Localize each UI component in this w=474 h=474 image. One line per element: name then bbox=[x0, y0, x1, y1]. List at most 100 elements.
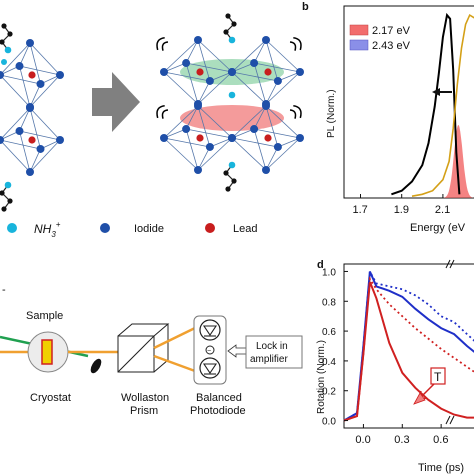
rot-xtick-label: 0.3 bbox=[394, 434, 409, 446]
ammonium-atom bbox=[228, 91, 236, 99]
rot-xlabel: Time (ps) bbox=[418, 462, 464, 474]
iodide-atom bbox=[194, 166, 202, 174]
axis-break-bottom bbox=[445, 415, 455, 425]
annotation-box bbox=[430, 367, 446, 385]
iodide-atom bbox=[0, 71, 4, 79]
iodide-atom bbox=[36, 79, 45, 88]
rotation-series bbox=[343, 268, 474, 422]
right-lower-left-octa-bond bbox=[163, 137, 199, 171]
iodide-atom bbox=[296, 68, 304, 76]
iodide-atom bbox=[205, 76, 214, 85]
rotation-panel: d 0.0 0.2 0.4 0.6 0.8 1.0 0.0 0.3 0.6 Rotation (… bbox=[316, 259, 474, 474]
right-upper-right-octa-bond bbox=[254, 62, 301, 73]
carbon-atom bbox=[0, 190, 5, 196]
rot-xtick-label: 0.6 bbox=[433, 434, 448, 446]
iodide-atom bbox=[36, 144, 45, 153]
right-lower-right-octa-bond bbox=[253, 105, 267, 130]
right-upper-left-octa-bond bbox=[197, 71, 233, 105]
right-lower-right-octa-bond bbox=[231, 137, 278, 148]
left-upper-octa-bond bbox=[29, 83, 41, 108]
legend-iodide-marker bbox=[100, 223, 110, 233]
iodide-atom bbox=[273, 76, 282, 85]
right-lower-right-octa-bond bbox=[253, 128, 267, 171]
carbon-atom bbox=[223, 29, 229, 35]
iodide-atom bbox=[194, 36, 202, 44]
right-lower-left-octa-bond bbox=[197, 137, 233, 171]
carbon-atom bbox=[1, 206, 7, 212]
signal-arrow bbox=[227, 344, 247, 358]
right-lower-left-octa-bond bbox=[163, 137, 210, 148]
left-lower-octa-bond bbox=[29, 107, 41, 150]
iodide-atom bbox=[296, 134, 304, 142]
carbon-atom bbox=[223, 170, 229, 176]
right-upper-left-octa-bond bbox=[185, 62, 199, 105]
iodide-atom bbox=[56, 71, 64, 79]
ammonium-atom bbox=[1, 59, 7, 65]
balanced-label-1: Balanced bbox=[196, 392, 242, 404]
red-disk-highlight bbox=[180, 105, 284, 131]
right-upper-right-octa-bond bbox=[265, 39, 301, 73]
vibration-arc bbox=[289, 109, 297, 119]
right-upper-left-octa-bond bbox=[197, 80, 211, 105]
vibration-arc bbox=[293, 37, 302, 51]
lockin-box bbox=[245, 335, 303, 369]
left-upper-octa-bond bbox=[0, 42, 31, 76]
wollaston-prism bbox=[117, 323, 170, 373]
wollaston-label-1: Wollaston bbox=[121, 392, 169, 404]
left-lower-octa-bond bbox=[19, 130, 31, 173]
iodide-atom bbox=[228, 68, 236, 76]
right-lower-right-octa-bond bbox=[265, 105, 301, 139]
iodide-atom bbox=[205, 142, 214, 151]
panel-d-letter: d bbox=[317, 259, 324, 271]
left-lower-octa-bond bbox=[0, 139, 41, 150]
pl-plot-frame bbox=[343, 5, 474, 199]
right-upper-right-octa-bond bbox=[253, 62, 267, 105]
right-upper-left-octa-bond bbox=[197, 39, 211, 82]
iodide-atom bbox=[15, 127, 24, 136]
carbon-atom bbox=[231, 178, 237, 184]
vibration-arc bbox=[161, 109, 169, 119]
optical-setup: - Sample Cryostat Wollaston Prism bbox=[0, 284, 303, 417]
pl-series bbox=[391, 12, 474, 197]
right-upper-left-octa-bond bbox=[185, 39, 199, 64]
iodide-atom bbox=[26, 168, 34, 176]
ammonium-atom bbox=[4, 181, 12, 189]
carbon-atom bbox=[0, 39, 5, 45]
pl-xtick-label: 1.9 bbox=[394, 204, 409, 216]
iodide-atom bbox=[56, 136, 64, 144]
legend-entry-red: 2.17 eV bbox=[372, 25, 411, 37]
left-upper-octa-bond bbox=[19, 42, 31, 67]
split-beam-upper bbox=[153, 326, 196, 350]
right-upper-right-octa-bond bbox=[231, 71, 278, 82]
ammonium-atom bbox=[228, 36, 236, 44]
right-upper-left-octa-bond bbox=[163, 39, 199, 73]
right-lower-left-octa-bond bbox=[197, 146, 211, 171]
right-upper-left-octa-bond bbox=[197, 39, 233, 73]
right-upper-right-octa-bond bbox=[231, 71, 267, 105]
right-perovskite-structure bbox=[156, 13, 304, 192]
vibration-arc bbox=[161, 41, 169, 51]
balanced-label-2: Photodiode bbox=[190, 405, 246, 417]
legend-nh3-label: NH3+ bbox=[34, 220, 61, 239]
iodide-atom bbox=[0, 136, 4, 144]
pl-peak-fill-area bbox=[442, 124, 474, 198]
vibration-arc bbox=[156, 37, 165, 51]
pl-ylabel: PL (Norm.) bbox=[326, 89, 337, 138]
panel-b-letter: b bbox=[302, 1, 309, 13]
right-lower-left-octa-bond bbox=[185, 105, 199, 130]
right-lower-left-octa-bond bbox=[186, 128, 233, 139]
iodide-atom bbox=[250, 59, 259, 68]
left-upper-octa-bond bbox=[29, 42, 61, 76]
rot-ytick-label: 0.0 bbox=[322, 417, 336, 428]
carbon-atom bbox=[225, 13, 231, 19]
sample-crystal bbox=[41, 339, 53, 365]
photodiode-upper bbox=[199, 319, 221, 341]
pl-series-1 bbox=[411, 13, 474, 197]
annotation-label: T bbox=[434, 370, 442, 384]
wollaston-label-2: Prism bbox=[130, 405, 158, 417]
vibration-arc bbox=[293, 105, 302, 119]
carbon-atom bbox=[231, 21, 237, 27]
iodide-atom bbox=[26, 39, 34, 47]
cryostat-label: Cryostat bbox=[30, 392, 71, 404]
